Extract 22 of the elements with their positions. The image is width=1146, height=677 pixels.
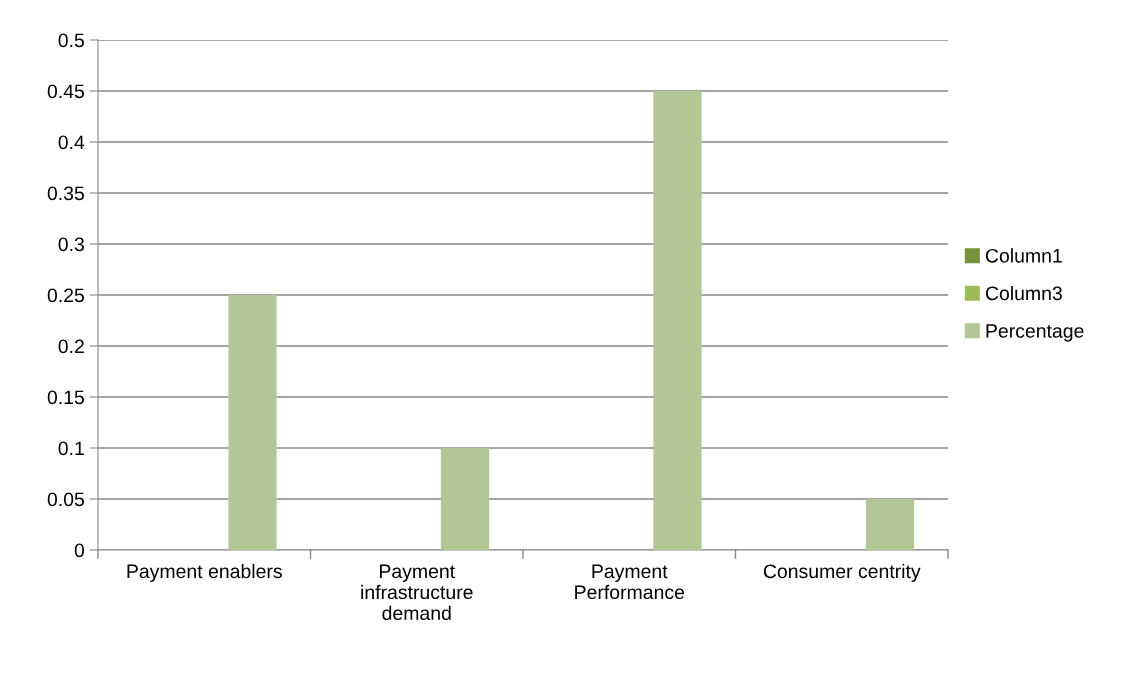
- y-tick-label: 0.1: [58, 441, 84, 456]
- bar: [653, 91, 702, 550]
- y-tick-label: 0.45: [47, 84, 84, 99]
- y-tick-label: 0: [74, 543, 85, 558]
- y-tick-label: 0.5: [58, 33, 84, 48]
- legend-label: Column3: [985, 285, 1062, 301]
- y-tick-label: 0.25: [47, 288, 84, 303]
- x-tick-label: Payment infrastructure demand: [361, 564, 473, 621]
- bar: [865, 499, 915, 550]
- y-tick-label: 0.2: [58, 339, 84, 354]
- bar: [228, 295, 277, 550]
- y-tick-label: 0.05: [47, 492, 84, 507]
- y-tick-label: 0.35: [47, 186, 84, 201]
- y-tick-label: 0.15: [47, 390, 84, 405]
- x-tick-label: Payment Performance: [575, 564, 685, 600]
- legend-label: Percentage: [986, 324, 1084, 342]
- x-tick-label: Payment enablers: [127, 563, 282, 583]
- legend-label: Column1: [985, 248, 1062, 263]
- bar: [440, 448, 490, 550]
- x-tick-label: Consumer centrity: [763, 563, 921, 583]
- y-tick-label: 0.3: [58, 237, 84, 252]
- y-tick-label: 0.4: [58, 135, 85, 150]
